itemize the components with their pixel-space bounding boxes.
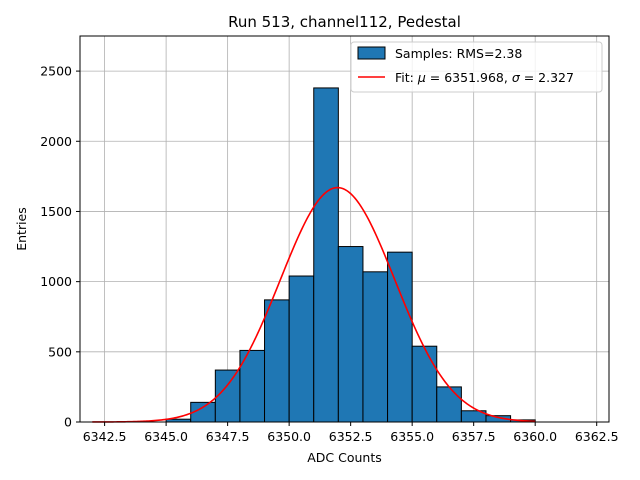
histogram-bar <box>288 275 315 423</box>
y-tick-label: 2500 <box>40 64 72 79</box>
x-tick-label: 6357.5 <box>452 429 496 444</box>
legend-fit-label: Fit: μ = 6351.968, σ = 2.327 <box>395 70 574 85</box>
chart-title: Run 513, channel112, Pedestal <box>228 13 461 31</box>
plot-frame <box>79 35 610 423</box>
histogram-bar <box>264 299 290 423</box>
legend-samples-label: Samples: RMS=2.38 <box>395 46 522 61</box>
fit-curve-group <box>92 186 536 423</box>
histogram-bar <box>411 345 438 423</box>
y-tick-label: 1000 <box>40 274 72 289</box>
histogram-bar <box>436 386 462 423</box>
y-tick-label: 500 <box>48 344 72 359</box>
x-axis-title: ADC Counts <box>307 450 382 465</box>
x-tick-label: 6360.0 <box>513 429 557 444</box>
histogram-bar <box>337 246 364 423</box>
x-tick-label: 6350.0 <box>267 429 311 444</box>
y-tick-label: 2000 <box>40 134 72 149</box>
histogram-bar <box>362 271 389 423</box>
histogram-bar <box>239 349 266 423</box>
axes: 6342.5 6345.0 6347.5 6350.0 6352.5 6355.0 6357… <box>40 35 619 444</box>
legend-frame <box>350 41 603 93</box>
x-tick-label: 6352.5 <box>329 429 373 444</box>
y-axis-title: Entries <box>14 207 29 251</box>
fit-curve <box>92 186 536 423</box>
histogram-bar <box>387 251 413 423</box>
legend: Samples: RMS=2.38 Fit: μ = 6351.968, σ =… <box>350 41 603 93</box>
y-tick-label: 1500 <box>40 204 72 219</box>
histogram-bar <box>313 87 339 423</box>
x-tick-label: 6355.0 <box>390 429 434 444</box>
y-tick-label: 0 <box>64 415 72 430</box>
grid-lines <box>80 36 609 423</box>
x-tick-label: 6347.5 <box>206 429 250 444</box>
histogram-bar <box>214 369 241 423</box>
legend-samples-swatch <box>357 46 386 60</box>
x-tick-label: 6342.5 <box>83 429 127 444</box>
x-tick-label: 6345.0 <box>144 429 188 444</box>
x-tick-label: 6362.5 <box>575 429 619 444</box>
histogram-bars <box>165 87 536 423</box>
